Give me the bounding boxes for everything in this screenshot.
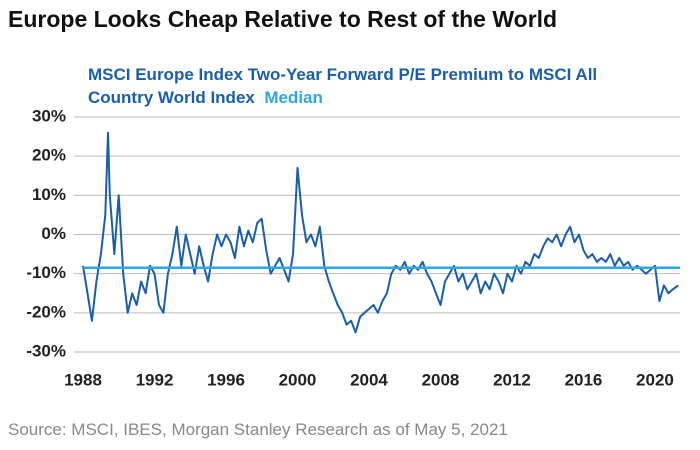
x-tick-label: 1996: [207, 370, 245, 389]
chart-title: Europe Looks Cheap Relative to Rest of t…: [8, 6, 558, 32]
line-series: [82, 131, 679, 334]
x-tick-label: 1988: [64, 370, 102, 389]
y-tick-label: -20%: [26, 302, 66, 321]
x-tick-label: 2012: [493, 370, 531, 389]
x-tick-label: 2020: [636, 370, 674, 389]
y-tick-label: 0%: [41, 224, 66, 243]
x-tick-label: 2004: [350, 370, 388, 389]
x-tick-label: 2000: [279, 370, 317, 389]
x-tick-label: 2016: [565, 370, 603, 389]
y-tick-label: -30%: [26, 341, 66, 360]
y-tick-label: 20%: [32, 146, 66, 165]
y-tick-label: 30%: [32, 106, 66, 125]
x-tick-label: 1992: [136, 370, 174, 389]
x-tick-label: 2008: [422, 370, 460, 389]
legend-series: MSCI Europe Index Two-Year Forward P/E P…: [88, 65, 598, 107]
legend: MSCI Europe Index Two-Year Forward P/E P…: [88, 63, 633, 109]
source-note: Source: MSCI, IBES, Morgan Stanley Resea…: [8, 420, 508, 439]
y-tick-label: 10%: [32, 185, 66, 204]
legend-median: Median: [264, 88, 323, 107]
y-tick-label: -10%: [26, 263, 66, 282]
